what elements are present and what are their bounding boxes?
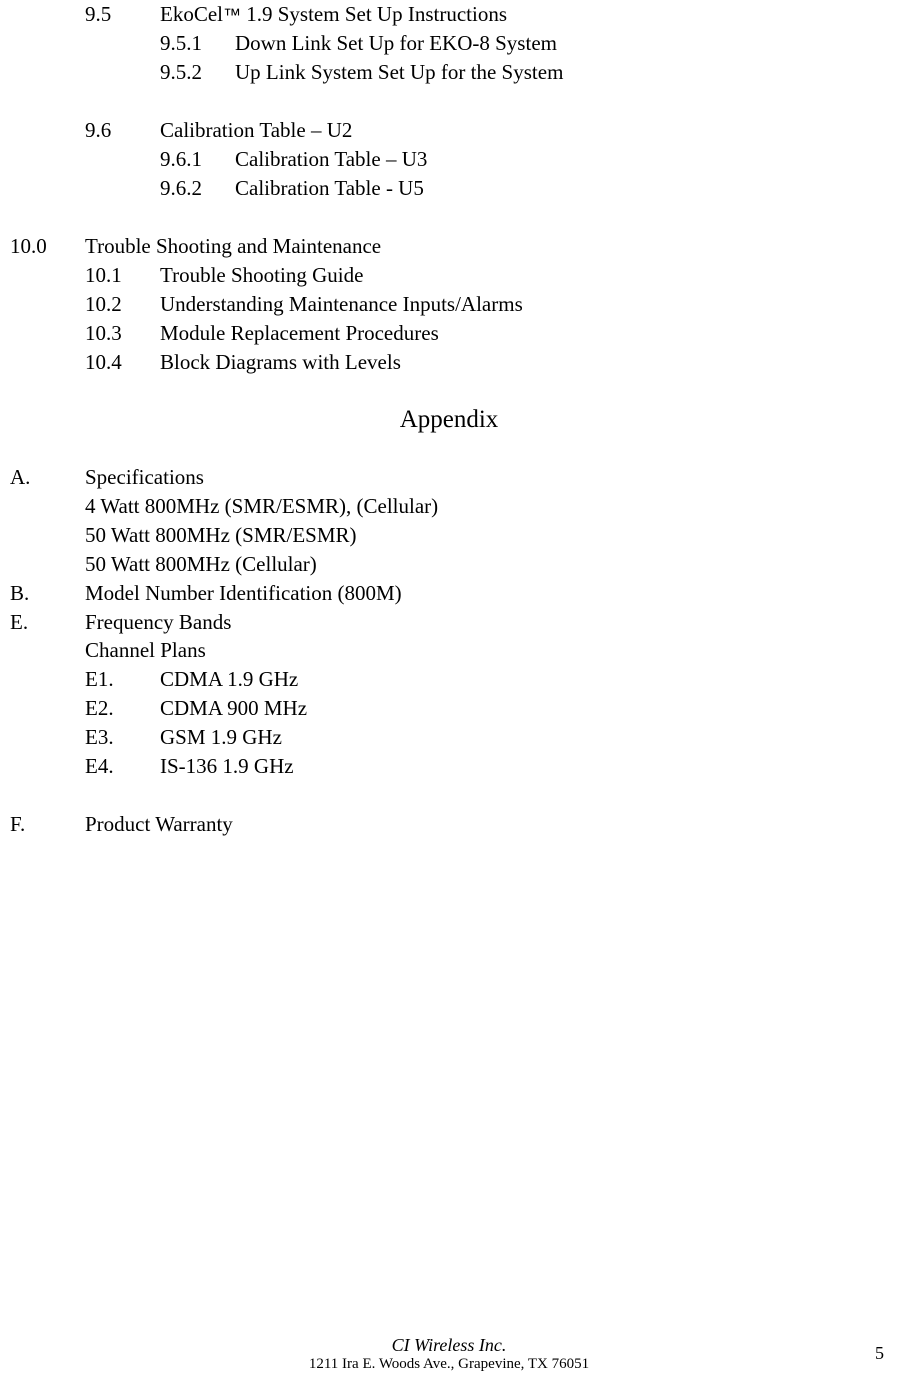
spacer: [10, 145, 85, 174]
toc-entry-10-0: 10.0 Trouble Shooting and Maintenance: [10, 232, 888, 261]
toc-title: Understanding Maintenance Inputs/Alarms: [160, 290, 888, 319]
spacer: [85, 58, 160, 87]
spacer: [85, 174, 160, 203]
trademark-symbol: ™: [223, 5, 241, 25]
toc-number: 10.0: [10, 232, 85, 261]
toc-entry-9-6: 9.6 Calibration Table – U2: [10, 116, 888, 145]
spacer: [10, 550, 85, 579]
appendix-entry-E3: E3. GSM 1.9 GHz: [10, 723, 888, 752]
toc-number: 10.2: [85, 290, 160, 319]
toc-number: 10.1: [85, 261, 160, 290]
toc-entry-10-2: 10.2 Understanding Maintenance Inputs/Al…: [10, 290, 888, 319]
page-footer: CI Wireless Inc. 1211 Ira E. Woods Ave.,…: [0, 1335, 898, 1373]
spacer: [10, 261, 85, 290]
toc-number: 9.6: [85, 116, 160, 145]
appendix-subtitle: Channel Plans: [85, 636, 888, 665]
appendix-title: CDMA 900 MHz: [160, 694, 888, 723]
appendix-entry-A-sub2: 50 Watt 800MHz (SMR/ESMR): [10, 521, 888, 550]
appendix-entry-B: B. Model Number Identification (800M): [10, 579, 888, 608]
spacer: [10, 290, 85, 319]
appendix-title: Product Warranty: [85, 810, 888, 839]
appendix-entry-A: A. Specifications: [10, 463, 888, 492]
appendix-title: CDMA 1.9 GHz: [160, 665, 888, 694]
toc-title: Calibration Table – U2: [160, 116, 888, 145]
spacer: [10, 319, 85, 348]
appendix-title: GSM 1.9 GHz: [160, 723, 888, 752]
appendix-subtitle: 50 Watt 800MHz (Cellular): [85, 550, 888, 579]
title-post: 1.9 System Set Up Instructions: [241, 2, 507, 26]
spacer: [10, 58, 85, 87]
appendix-entry-E2: E2. CDMA 900 MHz: [10, 694, 888, 723]
toc-entry-9-6-2: 9.6.2 Calibration Table - U5: [10, 174, 888, 203]
spacer: [10, 665, 85, 694]
appendix-heading: Appendix: [10, 406, 888, 434]
toc-title: Calibration Table – U3: [235, 145, 888, 174]
toc-number: 10.4: [85, 348, 160, 377]
spacer: [10, 0, 85, 29]
appendix-number: F.: [10, 810, 85, 839]
toc-entry-9-6-1: 9.6.1 Calibration Table – U3: [10, 145, 888, 174]
spacer: [10, 723, 85, 752]
spacer: [10, 116, 85, 145]
toc-title: Trouble Shooting Guide: [160, 261, 888, 290]
toc-title: Up Link System Set Up for the System: [235, 58, 888, 87]
toc-title: Down Link Set Up for EKO-8 System: [235, 29, 888, 58]
spacer: [10, 752, 85, 781]
spacer: [10, 29, 85, 58]
spacer: [10, 348, 85, 377]
toc-entry-10-4: 10.4 Block Diagrams with Levels: [10, 348, 888, 377]
spacer: [85, 145, 160, 174]
appendix-title: Frequency Bands: [85, 608, 888, 637]
toc-entry-9-5: 9.5 EkoCel™ 1.9 System Set Up Instructio…: [10, 0, 888, 29]
appendix-number: A.: [10, 463, 85, 492]
appendix-number: E3.: [85, 723, 160, 752]
toc-title: Block Diagrams with Levels: [160, 348, 888, 377]
toc-title: Module Replacement Procedures: [160, 319, 888, 348]
footer-company: CI Wireless Inc.: [0, 1335, 898, 1356]
appendix-number: E4.: [85, 752, 160, 781]
spacer: [10, 492, 85, 521]
toc-title: EkoCel™ 1.9 System Set Up Instructions: [160, 0, 888, 29]
toc-entry-10-3: 10.3 Module Replacement Procedures: [10, 319, 888, 348]
spacer: [10, 521, 85, 550]
toc-number: 9.6.1: [160, 145, 235, 174]
appendix-number: E2.: [85, 694, 160, 723]
appendix-entry-E-channel-plans: Channel Plans: [10, 636, 888, 665]
appendix-number: E.: [10, 608, 85, 637]
title-pre: EkoCel: [160, 2, 223, 26]
appendix-entry-A-sub3: 50 Watt 800MHz (Cellular): [10, 550, 888, 579]
appendix-entry-E1: E1. CDMA 1.9 GHz: [10, 665, 888, 694]
appendix-title: Specifications: [85, 463, 888, 492]
toc-number: 9.6.2: [160, 174, 235, 203]
toc-number: 9.5.2: [160, 58, 235, 87]
appendix-subtitle: 50 Watt 800MHz (SMR/ESMR): [85, 521, 888, 550]
toc-entry-9-5-1: 9.5.1 Down Link Set Up for EKO-8 System: [10, 29, 888, 58]
appendix-number: B.: [10, 579, 85, 608]
blank-line: [10, 203, 888, 232]
toc-number: 10.3: [85, 319, 160, 348]
appendix-title: Model Number Identification (800M): [85, 579, 888, 608]
spacer: [10, 694, 85, 723]
toc-entry-10-1: 10.1 Trouble Shooting Guide: [10, 261, 888, 290]
spacer: [85, 29, 160, 58]
appendix-entry-E: E. Frequency Bands: [10, 608, 888, 637]
appendix-subtitle: 4 Watt 800MHz (SMR/ESMR), (Cellular): [85, 492, 888, 521]
appendix-title: IS-136 1.9 GHz: [160, 752, 888, 781]
blank-line: [10, 87, 888, 116]
footer-address: 1211 Ira E. Woods Ave., Grapevine, TX 76…: [0, 1356, 898, 1373]
blank-line: [10, 781, 888, 810]
appendix-entry-A-sub1: 4 Watt 800MHz (SMR/ESMR), (Cellular): [10, 492, 888, 521]
appendix-number: E1.: [85, 665, 160, 694]
toc-entry-9-5-2: 9.5.2 Up Link System Set Up for the Syst…: [10, 58, 888, 87]
toc-number: 9.5.1: [160, 29, 235, 58]
spacer: [10, 636, 85, 665]
page-number: 5: [875, 1343, 884, 1364]
appendix-entry-E4: E4. IS-136 1.9 GHz: [10, 752, 888, 781]
toc-number: 9.5: [85, 0, 160, 29]
toc-title: Calibration Table - U5: [235, 174, 888, 203]
toc-title: Trouble Shooting and Maintenance: [85, 232, 888, 261]
spacer: [10, 174, 85, 203]
appendix-entry-F: F. Product Warranty: [10, 810, 888, 839]
document-content: 9.5 EkoCel™ 1.9 System Set Up Instructio…: [10, 0, 888, 839]
